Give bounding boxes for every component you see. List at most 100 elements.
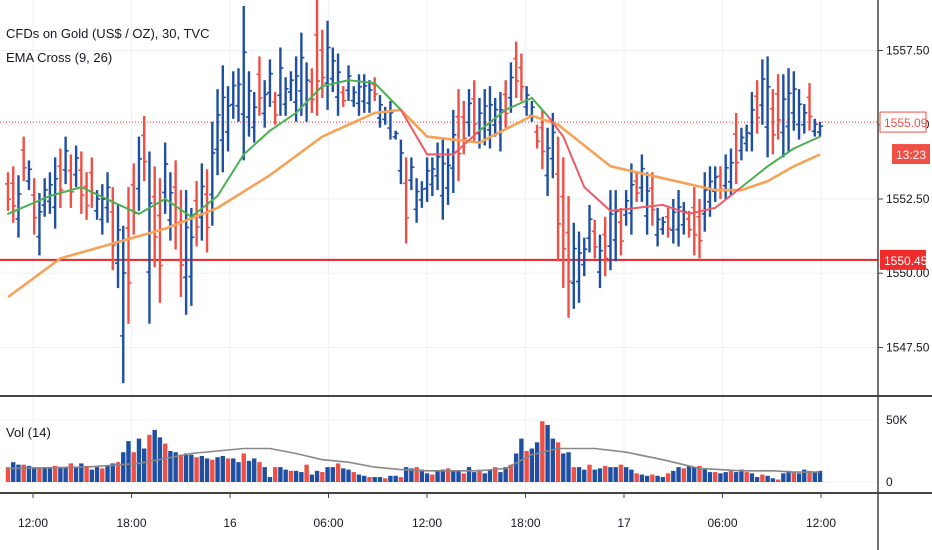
ohlc-bar xyxy=(251,92,258,143)
volume-bar xyxy=(660,477,666,482)
ohlc-bar xyxy=(555,136,562,262)
ohlc-bar xyxy=(366,80,373,113)
volume-bar xyxy=(100,468,105,482)
ohlc-bar xyxy=(52,157,59,229)
ema-fast-segment xyxy=(321,79,350,88)
volume-bar xyxy=(791,472,797,482)
volume-bar xyxy=(409,468,414,482)
volume-bar xyxy=(126,441,131,482)
ohlc-bar xyxy=(544,127,551,197)
time-tick-label: 06:00 xyxy=(313,516,343,530)
volume-bar xyxy=(760,474,765,482)
ohlc-bar xyxy=(759,59,766,125)
volume-bar xyxy=(665,473,671,482)
ohlc-bar xyxy=(408,157,415,191)
ohlc-bar xyxy=(581,237,588,277)
ohlc-bar xyxy=(439,139,446,220)
volume-bar xyxy=(63,467,68,482)
ohlc-bar xyxy=(245,71,252,137)
volume-bar xyxy=(456,470,461,482)
volume-bar xyxy=(225,458,231,482)
ohlc-bar xyxy=(235,68,242,122)
volume-bar xyxy=(498,472,503,482)
volume-bar xyxy=(304,464,309,482)
ema-fast-segment xyxy=(242,129,271,156)
ohlc-bar xyxy=(230,71,237,119)
volume-bar xyxy=(618,464,624,482)
volume-bar xyxy=(440,469,446,482)
ohlc-bar xyxy=(36,193,43,256)
volume-bar xyxy=(781,473,786,482)
volume-bar xyxy=(629,469,634,482)
time-tick-label: 17 xyxy=(617,516,631,530)
ohlc-bar xyxy=(15,175,22,238)
ema-fast-segment xyxy=(164,197,193,218)
volume-bar xyxy=(210,459,215,482)
indicator-label[interactable]: EMA Cross (9, 26) xyxy=(6,50,113,65)
ohlc-bar xyxy=(308,68,315,113)
volume-bar xyxy=(173,452,178,482)
volume-bar xyxy=(178,454,184,482)
volume-bar xyxy=(676,467,681,482)
countdown-box xyxy=(892,144,930,165)
volume-bar xyxy=(561,453,566,482)
ohlc-bar xyxy=(298,32,305,116)
ohlc-bar xyxy=(654,207,661,247)
volume-bar xyxy=(241,453,246,482)
volume-bar xyxy=(220,455,225,482)
volume-bar xyxy=(430,474,435,482)
ohlc-bar xyxy=(209,121,216,226)
hline-label: 1550.45 xyxy=(884,254,928,268)
volume-bar xyxy=(807,470,812,482)
ohlc-bar xyxy=(162,142,169,214)
volume-bar xyxy=(142,448,147,482)
volume-bar xyxy=(183,453,189,482)
ohlc-bar xyxy=(785,68,792,152)
ohlc-bar xyxy=(62,136,69,185)
volume-bar xyxy=(697,465,702,482)
volume-bar xyxy=(121,452,126,482)
hline-label-box xyxy=(880,249,926,270)
ema-fast-segment xyxy=(347,79,376,85)
volume-bar xyxy=(362,475,367,482)
ohlc-bar xyxy=(392,130,399,140)
volume-bar xyxy=(257,462,262,482)
volume-bar xyxy=(246,460,252,482)
volume-bar xyxy=(739,469,744,482)
volume-bar xyxy=(330,467,336,482)
ohlc-bar xyxy=(633,172,640,202)
volume-bar xyxy=(582,469,587,482)
volume-bar xyxy=(702,468,707,482)
ohlc-bar xyxy=(345,65,352,101)
volume-bar xyxy=(723,472,728,482)
ohlc-bar xyxy=(261,80,268,128)
volume-bar xyxy=(377,477,383,482)
volume-bar xyxy=(597,468,603,482)
ohlc-bar xyxy=(219,65,226,173)
volume-bar xyxy=(728,469,734,482)
volume-bar xyxy=(215,457,220,482)
ohlc-bar xyxy=(659,216,666,235)
volume-bar xyxy=(592,469,597,482)
ohlc-bar xyxy=(686,210,693,238)
volume-bar xyxy=(262,467,267,482)
ohlc-bar xyxy=(754,80,761,134)
current-price-box xyxy=(879,111,927,133)
volume-bar xyxy=(68,463,74,482)
volume-bar xyxy=(713,472,718,482)
volume-label[interactable]: Vol (14) xyxy=(6,425,51,440)
ohlc-bar xyxy=(691,187,698,256)
ohlc-bar xyxy=(790,71,797,131)
chart-title[interactable]: CFDs on Gold (US$ / OZ), 30, TVC xyxy=(6,26,210,41)
ohlc-bar xyxy=(266,59,273,107)
ohlc-bar xyxy=(434,142,441,191)
ohlc-bar xyxy=(748,92,755,152)
volume-bar xyxy=(372,477,377,482)
ohlc-bar xyxy=(335,53,342,116)
ohlc-bar xyxy=(780,74,787,158)
volume-bar xyxy=(16,464,21,482)
volume-bar xyxy=(671,470,676,482)
ohlc-bar xyxy=(78,151,85,214)
ohlc-bar xyxy=(675,190,682,247)
